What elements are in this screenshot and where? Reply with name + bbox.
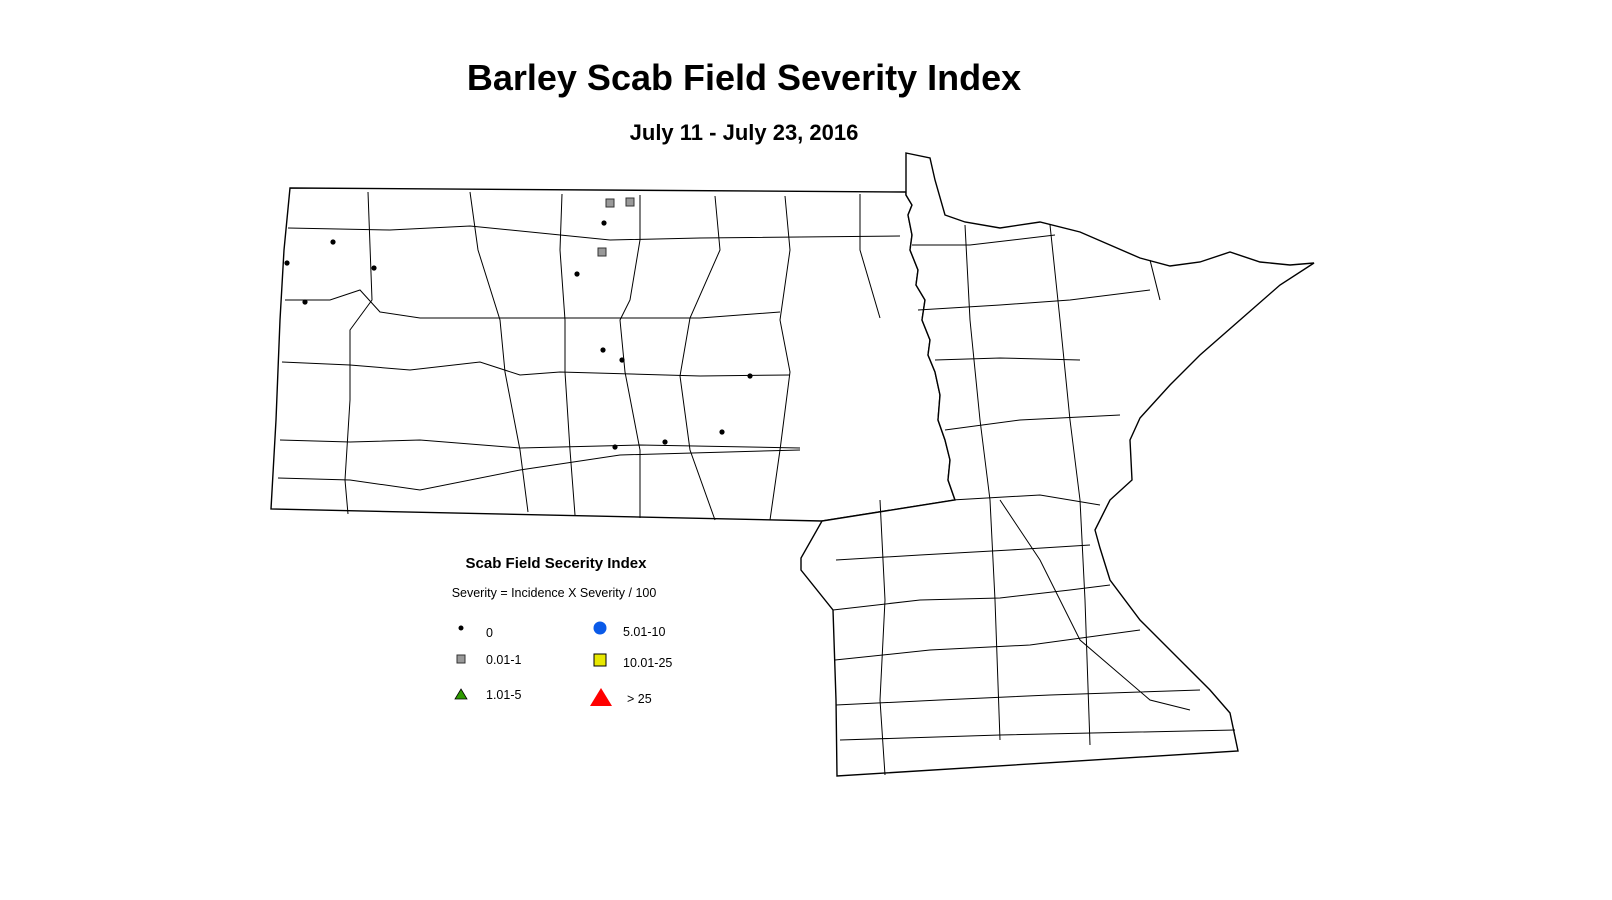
nd-county-boundary bbox=[277, 449, 801, 491]
legend-label-4: 10.01-25 bbox=[623, 656, 672, 670]
north-dakota-outline bbox=[270, 187, 956, 522]
observation-point-0 bbox=[574, 271, 580, 277]
mn-county-boundary bbox=[1149, 259, 1161, 301]
nd-county-boundary bbox=[619, 195, 641, 518]
mn-county-boundary bbox=[917, 289, 1151, 311]
observation-point-0 bbox=[284, 260, 290, 266]
mn-county-boundary bbox=[944, 414, 1121, 431]
legend-label-1: 0.01-1 bbox=[486, 653, 521, 667]
observation-point-0 bbox=[302, 299, 308, 305]
nd-county-boundary bbox=[679, 195, 721, 521]
nd-county-boundary bbox=[344, 191, 373, 515]
observation-point-0 bbox=[330, 239, 336, 245]
mn-county-boundary bbox=[879, 499, 886, 776]
observation-point-0 bbox=[600, 347, 606, 353]
nd-county-boundary bbox=[281, 361, 791, 377]
observation-point-0 bbox=[662, 439, 668, 445]
legend-label-2: 1.01-5 bbox=[486, 688, 521, 702]
observation-point-0 bbox=[719, 429, 725, 435]
legend-title: Scab Field Secerity Index bbox=[466, 555, 648, 572]
legend-gray-square-icon bbox=[456, 654, 466, 664]
map-subtitle: July 11 - July 23, 2016 bbox=[630, 120, 859, 145]
map-title: Barley Scab Field Severity Index bbox=[467, 57, 1021, 98]
observation-point-0 bbox=[747, 373, 753, 379]
north-dakota bbox=[270, 187, 956, 522]
legend: Scab Field Secerity Index Severity = Inc… bbox=[452, 555, 672, 706]
observation-point-0 bbox=[612, 444, 618, 450]
legend-blue-circle-icon bbox=[593, 621, 607, 635]
mn-county-boundary bbox=[835, 689, 1201, 706]
legend-yellow-square-icon bbox=[593, 653, 607, 667]
mn-county-boundary bbox=[912, 234, 1056, 246]
observation-point-0.01-1 bbox=[605, 198, 615, 208]
nd-county-boundary bbox=[559, 193, 576, 516]
nd-county-boundary bbox=[469, 191, 529, 513]
nd-county-boundary bbox=[287, 225, 901, 241]
mn-county-boundary bbox=[832, 584, 1111, 611]
observation-point-0 bbox=[619, 357, 625, 363]
nd-county-boundary bbox=[769, 195, 791, 521]
legend-green-triangle-icon bbox=[454, 688, 468, 700]
legend-dot-icon bbox=[458, 625, 464, 631]
observation-points bbox=[284, 197, 753, 450]
mn-county-boundary bbox=[964, 224, 1001, 741]
observation-point-0 bbox=[371, 265, 377, 271]
mn-county-boundary bbox=[934, 357, 1081, 361]
legend-red-triangle-icon bbox=[590, 688, 612, 706]
observation-point-0 bbox=[601, 220, 607, 226]
mn-county-boundary bbox=[1049, 224, 1091, 746]
observation-point-0.01-1 bbox=[625, 197, 635, 207]
legend-formula: Severity = Incidence X Severity / 100 bbox=[452, 586, 657, 600]
legend-label-5: > 25 bbox=[627, 692, 652, 706]
nd-county-boundary bbox=[285, 289, 781, 319]
legend-label-0: 0 bbox=[486, 626, 493, 640]
nd-county-boundary bbox=[279, 439, 801, 449]
legend-label-3: 5.01-10 bbox=[623, 625, 665, 639]
observation-point-0.01-1 bbox=[597, 247, 607, 257]
mn-county-boundary bbox=[999, 499, 1191, 711]
minnesota bbox=[800, 152, 1315, 777]
nd-county-boundary bbox=[859, 194, 881, 319]
mn-county-boundary bbox=[835, 544, 1091, 561]
